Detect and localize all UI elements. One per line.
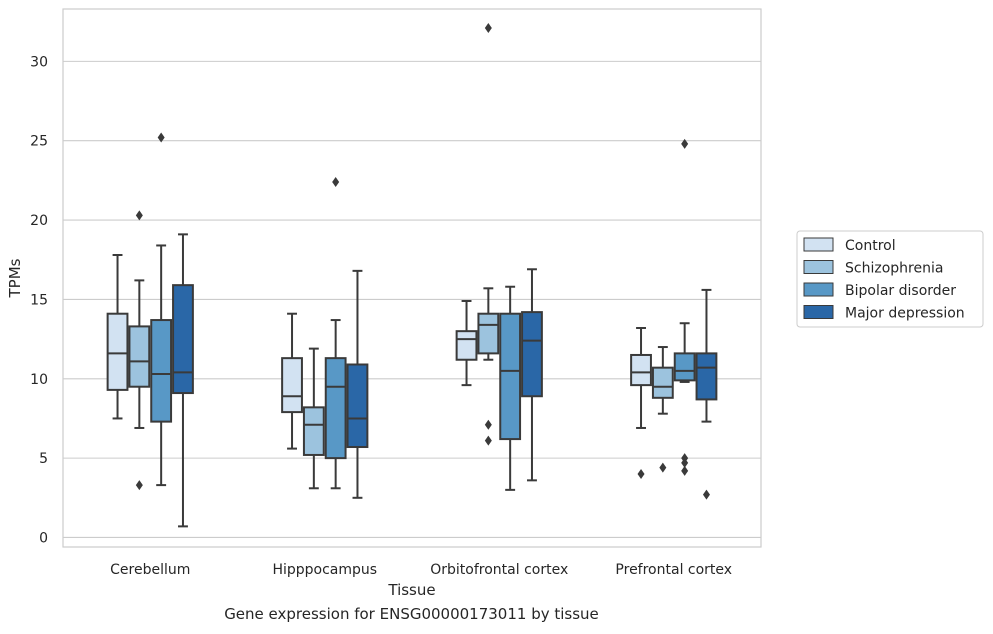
box-0-1 — [281, 312, 303, 450]
box-iqr — [128, 325, 151, 388]
box-iqr — [302, 406, 325, 456]
legend-label: Schizophrenia — [845, 261, 943, 277]
y-tick-label: 15 — [30, 292, 48, 308]
box-iqr — [499, 312, 522, 441]
boxes-layer — [106, 23, 718, 528]
box-iqr — [651, 366, 674, 399]
legend-swatch — [803, 260, 834, 274]
x-axis-label: Tissue — [387, 581, 435, 599]
box-iqr — [106, 312, 129, 391]
box-iqr — [521, 311, 543, 398]
y-tick-label: 5 — [39, 451, 48, 467]
legend-frame — [796, 230, 984, 328]
figure-caption: Gene expression for ENSG00000173011 by t… — [224, 605, 599, 623]
y-tick-label: 20 — [30, 213, 48, 229]
outlier-point — [484, 435, 492, 446]
box-iqr — [324, 357, 347, 460]
box-3-0 — [172, 233, 194, 528]
y-tick-label: 10 — [30, 372, 48, 388]
x-tick-label: Cerebellum — [110, 562, 190, 578]
box-iqr — [346, 363, 369, 449]
grid-layer — [63, 60, 761, 539]
legend-swatch — [803, 282, 834, 297]
box-2-3 — [673, 138, 696, 476]
box-iqr — [150, 319, 173, 423]
box-0-2 — [455, 300, 478, 387]
box-2-0 — [150, 132, 173, 487]
y-axis-label: TPMs — [6, 258, 24, 298]
outlier-point — [702, 489, 710, 500]
outlier-point — [681, 457, 689, 468]
box-iqr — [281, 357, 303, 414]
y-tick-label: 30 — [30, 54, 48, 70]
x-tick-label: Orbitofrontal cortex — [430, 562, 568, 578]
box-iqr — [630, 353, 652, 387]
x-tick-label: Hipppocampus — [272, 562, 377, 578]
box-3-2 — [521, 268, 543, 482]
y-tick-label: 25 — [30, 134, 48, 150]
legend-label: Bipolar disorder — [845, 283, 956, 299]
box-2-1 — [324, 176, 347, 490]
legend: Control Schizophrenia Bipolar disorder Majo… — [796, 230, 984, 328]
outlier-point — [484, 419, 492, 430]
x-tick-label: Prefrontal cortex — [615, 562, 732, 578]
plot-frame — [62, 8, 762, 548]
legend-swatch — [803, 237, 834, 252]
y-tick-labels: 0 5 10 15 20 25 30 — [30, 54, 48, 546]
outlier-point — [637, 468, 645, 479]
box-3-1 — [346, 269, 369, 499]
box-0-0 — [106, 253, 129, 420]
box-0-3 — [630, 326, 652, 479]
legend-label: Major depression — [845, 306, 965, 322]
box-1-3 — [651, 346, 674, 473]
outlier-point — [157, 132, 165, 143]
outlier-point — [659, 462, 667, 473]
box-1-2 — [477, 23, 500, 446]
outlier-point — [332, 176, 340, 187]
box-1-1 — [302, 347, 325, 490]
box-iqr — [673, 352, 696, 382]
outlier-point — [681, 465, 689, 476]
box-2-2 — [499, 285, 522, 491]
box-1-0 — [128, 210, 151, 491]
outlier-point — [135, 480, 143, 491]
box-iqr — [477, 312, 500, 355]
box-iqr — [172, 284, 194, 395]
outlier-point — [135, 210, 143, 221]
box-iqr — [695, 352, 718, 401]
legend-label: Control — [845, 238, 896, 254]
y-tick-label: 0 — [39, 530, 48, 546]
outlier-point — [484, 23, 492, 34]
outlier-point — [681, 138, 689, 149]
legend-swatch — [803, 305, 834, 319]
box-iqr — [455, 330, 478, 361]
x-tick-labels: Cerebellum Hipppocampus Orbitofrontal cort… — [110, 562, 732, 578]
box-3-3 — [695, 288, 718, 500]
